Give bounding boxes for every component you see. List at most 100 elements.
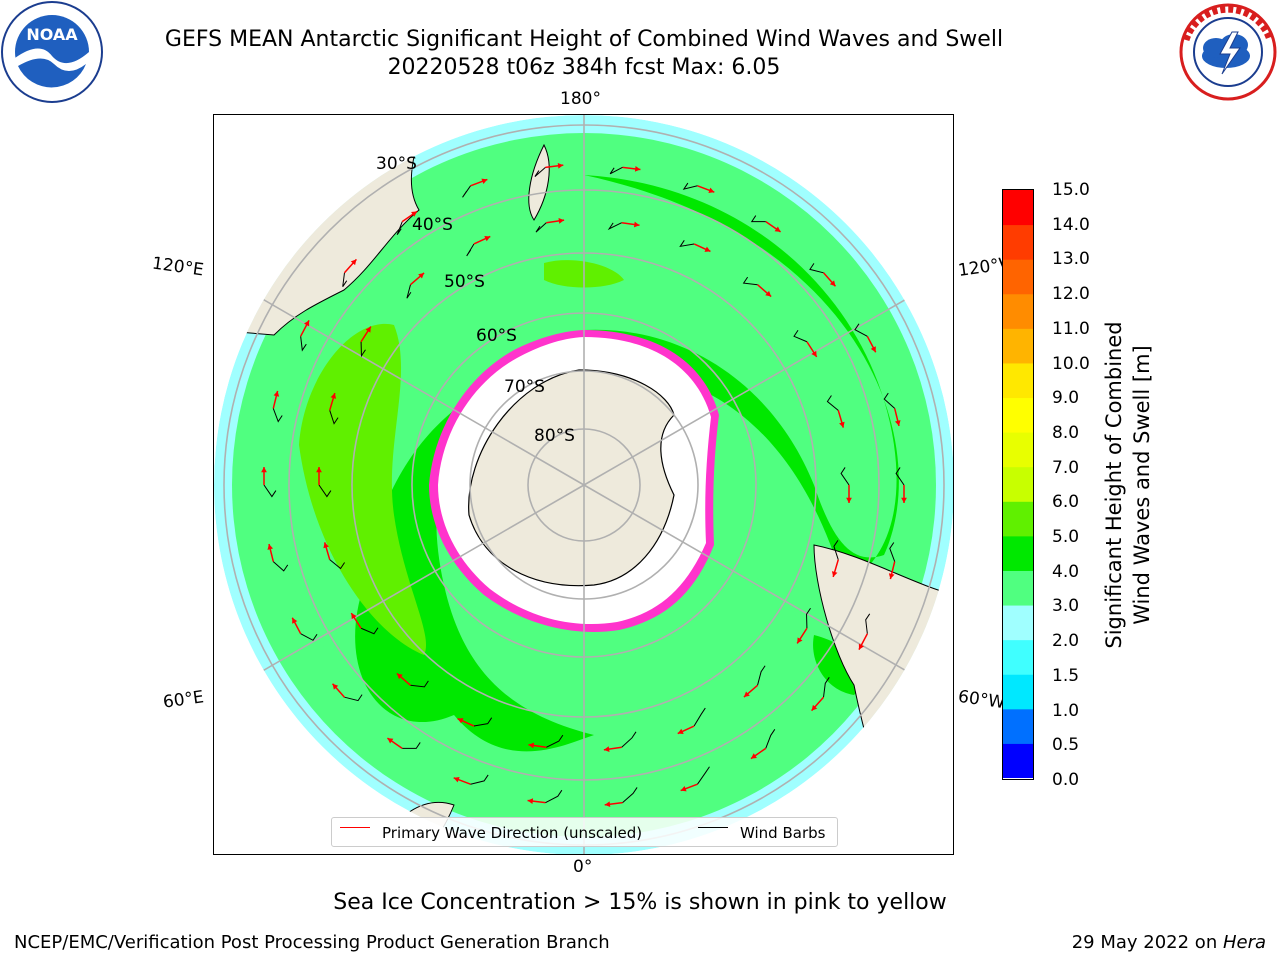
footer-date: 29 May 2022 on Hera [1072,932,1266,953]
wind-barb [300,633,318,641]
wind-barb [621,731,637,748]
wind-barb [693,707,706,727]
lat-label-60s: 60°S [476,326,517,346]
colorbar-swatch [1003,432,1033,468]
wave-arrow-head [365,326,371,333]
wave-arrow-head [330,393,337,399]
wave-arrow-head [811,350,817,357]
sea-ice-caption: Sea Ice Concentration > 15% is shown in … [333,890,947,915]
wave-arrow-head [633,221,640,228]
lon-label-0: 0° [573,857,593,877]
wind-barb [300,336,307,352]
wind-barb [360,341,366,358]
footer-credit: NCEP/EMC/Verification Post Processing Pr… [14,932,610,953]
wind-barb [750,215,766,223]
wave-arrow-head [418,272,425,279]
colorbar-tick-label: 1.5 [1052,665,1080,686]
colorbar-tick-label: 6.0 [1052,492,1080,513]
colorbar-swatch [1003,501,1033,537]
nws-logo [1179,3,1277,101]
wave-arrow-head [350,259,357,266]
legend-wave-line [340,827,370,828]
wave-arrow-head [484,236,491,242]
wind-barb [402,742,421,749]
wind-barb [473,717,493,727]
legend: Primary Wave Direction (unscaled) Wind B… [331,817,838,847]
wind-barb [410,680,429,688]
wave-arrow-head [634,166,641,172]
wave-arrow-head [292,617,298,624]
wave-arrow-head [765,290,772,297]
colorbar-tick-label: 10.0 [1052,353,1090,374]
wave-arrow-head [332,683,339,690]
colorbar-swatch [1003,362,1033,399]
lat-label-70s: 70°S [504,377,545,397]
wind-barb [534,166,546,177]
wind-barb [865,613,871,634]
colorbar-tick-label: 15.0 [1052,180,1090,200]
wave-arrow-head [839,421,845,428]
wind-barb [329,559,345,570]
wave-arrow-head [680,786,687,792]
colorbar-tick-label: 5.0 [1052,527,1080,548]
wind-barb [765,729,776,749]
colorbar-tick-label: 0.5 [1052,735,1080,756]
wind-barb [462,185,471,198]
noaa-logo: NOAA [1,1,103,103]
colorbar-swatch [1003,708,1033,744]
colorbar-swatch [1003,190,1033,226]
colorbar-swatch [1003,535,1033,571]
wave-arrow-head [870,346,876,353]
lat-label-50s: 50°S [444,272,485,292]
wind-barb [823,677,830,698]
wave-arrow-head [604,801,611,808]
wind-barb [329,410,339,425]
wind-barb [826,395,839,411]
wind-barb [342,272,348,287]
footer-host: Hera [1222,932,1266,953]
wind-barb [607,222,622,231]
svg-text:NOAA: NOAA [26,25,78,44]
wave-arrow-head [323,542,329,549]
wind-barb [757,665,766,686]
wind-barb [679,240,695,248]
wave-arrow-head [750,753,757,759]
wave-arrow-head [858,643,864,650]
colorbar-swatch [1003,743,1033,778]
wind-barb [272,561,289,572]
wave-arrow-head [457,718,464,724]
colorbar-swatch [1003,224,1033,260]
wave-arrow-head [603,746,610,752]
colorbar-label-line2: Wind Waves and Swell [m] [1130,345,1154,625]
wave-arrow-head [846,497,852,503]
wave-arrow-head [528,742,535,749]
wave-arrow-head [797,637,803,644]
colorbar-tick-label: 11.0 [1052,318,1090,339]
wind-barb [263,484,277,498]
wave-arrow-head [273,390,280,397]
lon-label-60e: 60°E [161,687,206,713]
wave-arrow-head [351,613,357,620]
colorbar-swatch [1003,466,1033,502]
colorbar-swatch [1003,639,1033,675]
wind-barb [470,774,489,785]
colorbar-tick-label: 7.0 [1052,457,1080,478]
longitude-gridlines [214,115,953,854]
legend-wind-label: Wind Barbs [740,824,826,842]
wind-barb [609,166,623,175]
wind-barb [697,766,710,785]
colorbar-label-line1: Significant Height of Combined [1102,321,1126,649]
colorbar-tick-label: 9.0 [1052,388,1080,409]
wind-barb [622,787,638,804]
wind-barb [806,607,811,629]
wave-arrow-head [829,280,836,287]
colorbar-tick-label: 13.0 [1052,249,1090,270]
colorbar [1002,189,1034,780]
colorbar-swatch [1003,605,1033,641]
wind-barb [793,330,808,343]
colorbar-tick-label: 4.0 [1052,561,1080,582]
wave-arrow-head [901,497,907,503]
wave-height-field [214,115,953,854]
wind-barb [546,734,564,748]
wave-arrow-head [453,776,460,783]
